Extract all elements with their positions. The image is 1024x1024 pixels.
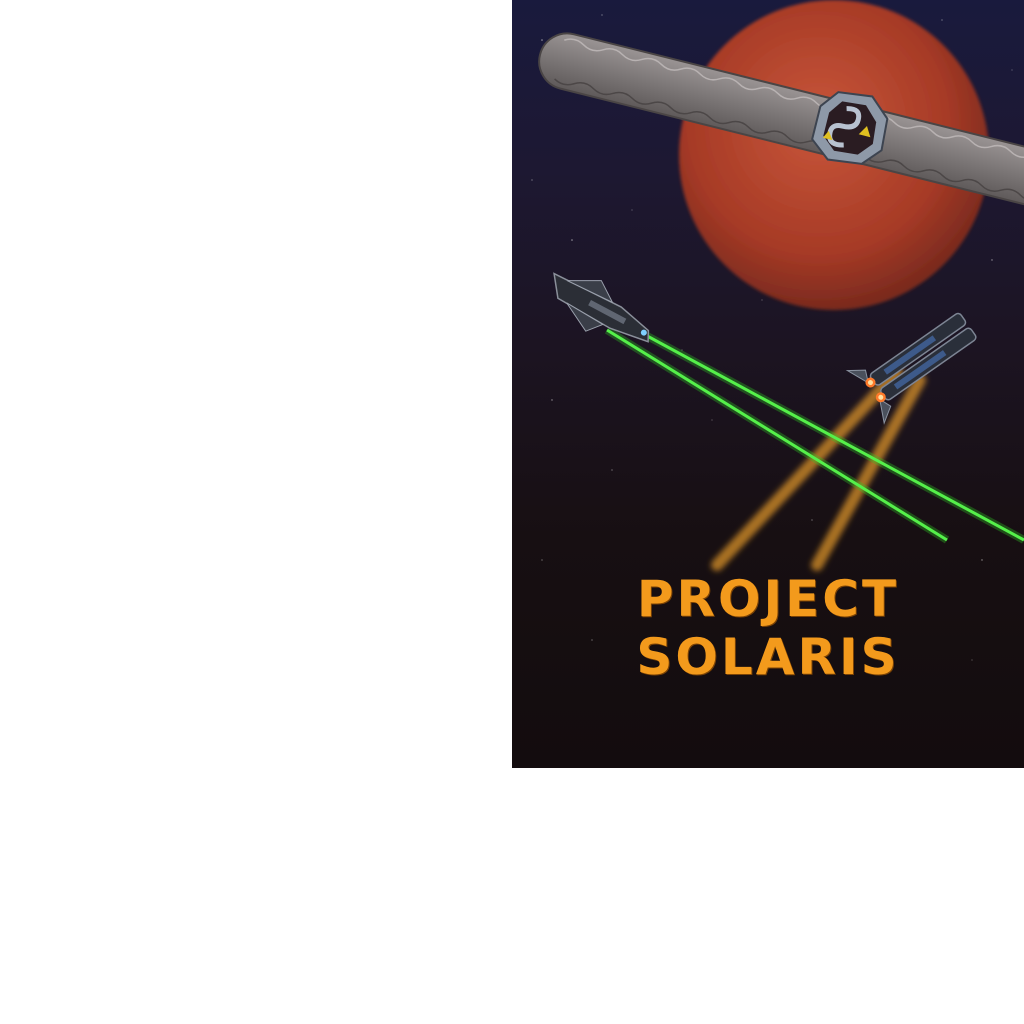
- laser-beams: [604, 314, 1024, 544]
- poster-artwork: [531, 0, 1024, 661]
- poster-title: PROJECT SOLARIS: [636, 570, 900, 686]
- cruiser-ship-icon: [845, 312, 977, 425]
- fighter-ship-icon: [553, 272, 650, 343]
- exhaust-trails: [711, 366, 926, 571]
- poster: PROJECT SOLARIS: [512, 0, 1024, 768]
- star-field: [531, 14, 1013, 661]
- orbital-ring: [538, 32, 1024, 208]
- orbital-station-icon: [811, 91, 889, 165]
